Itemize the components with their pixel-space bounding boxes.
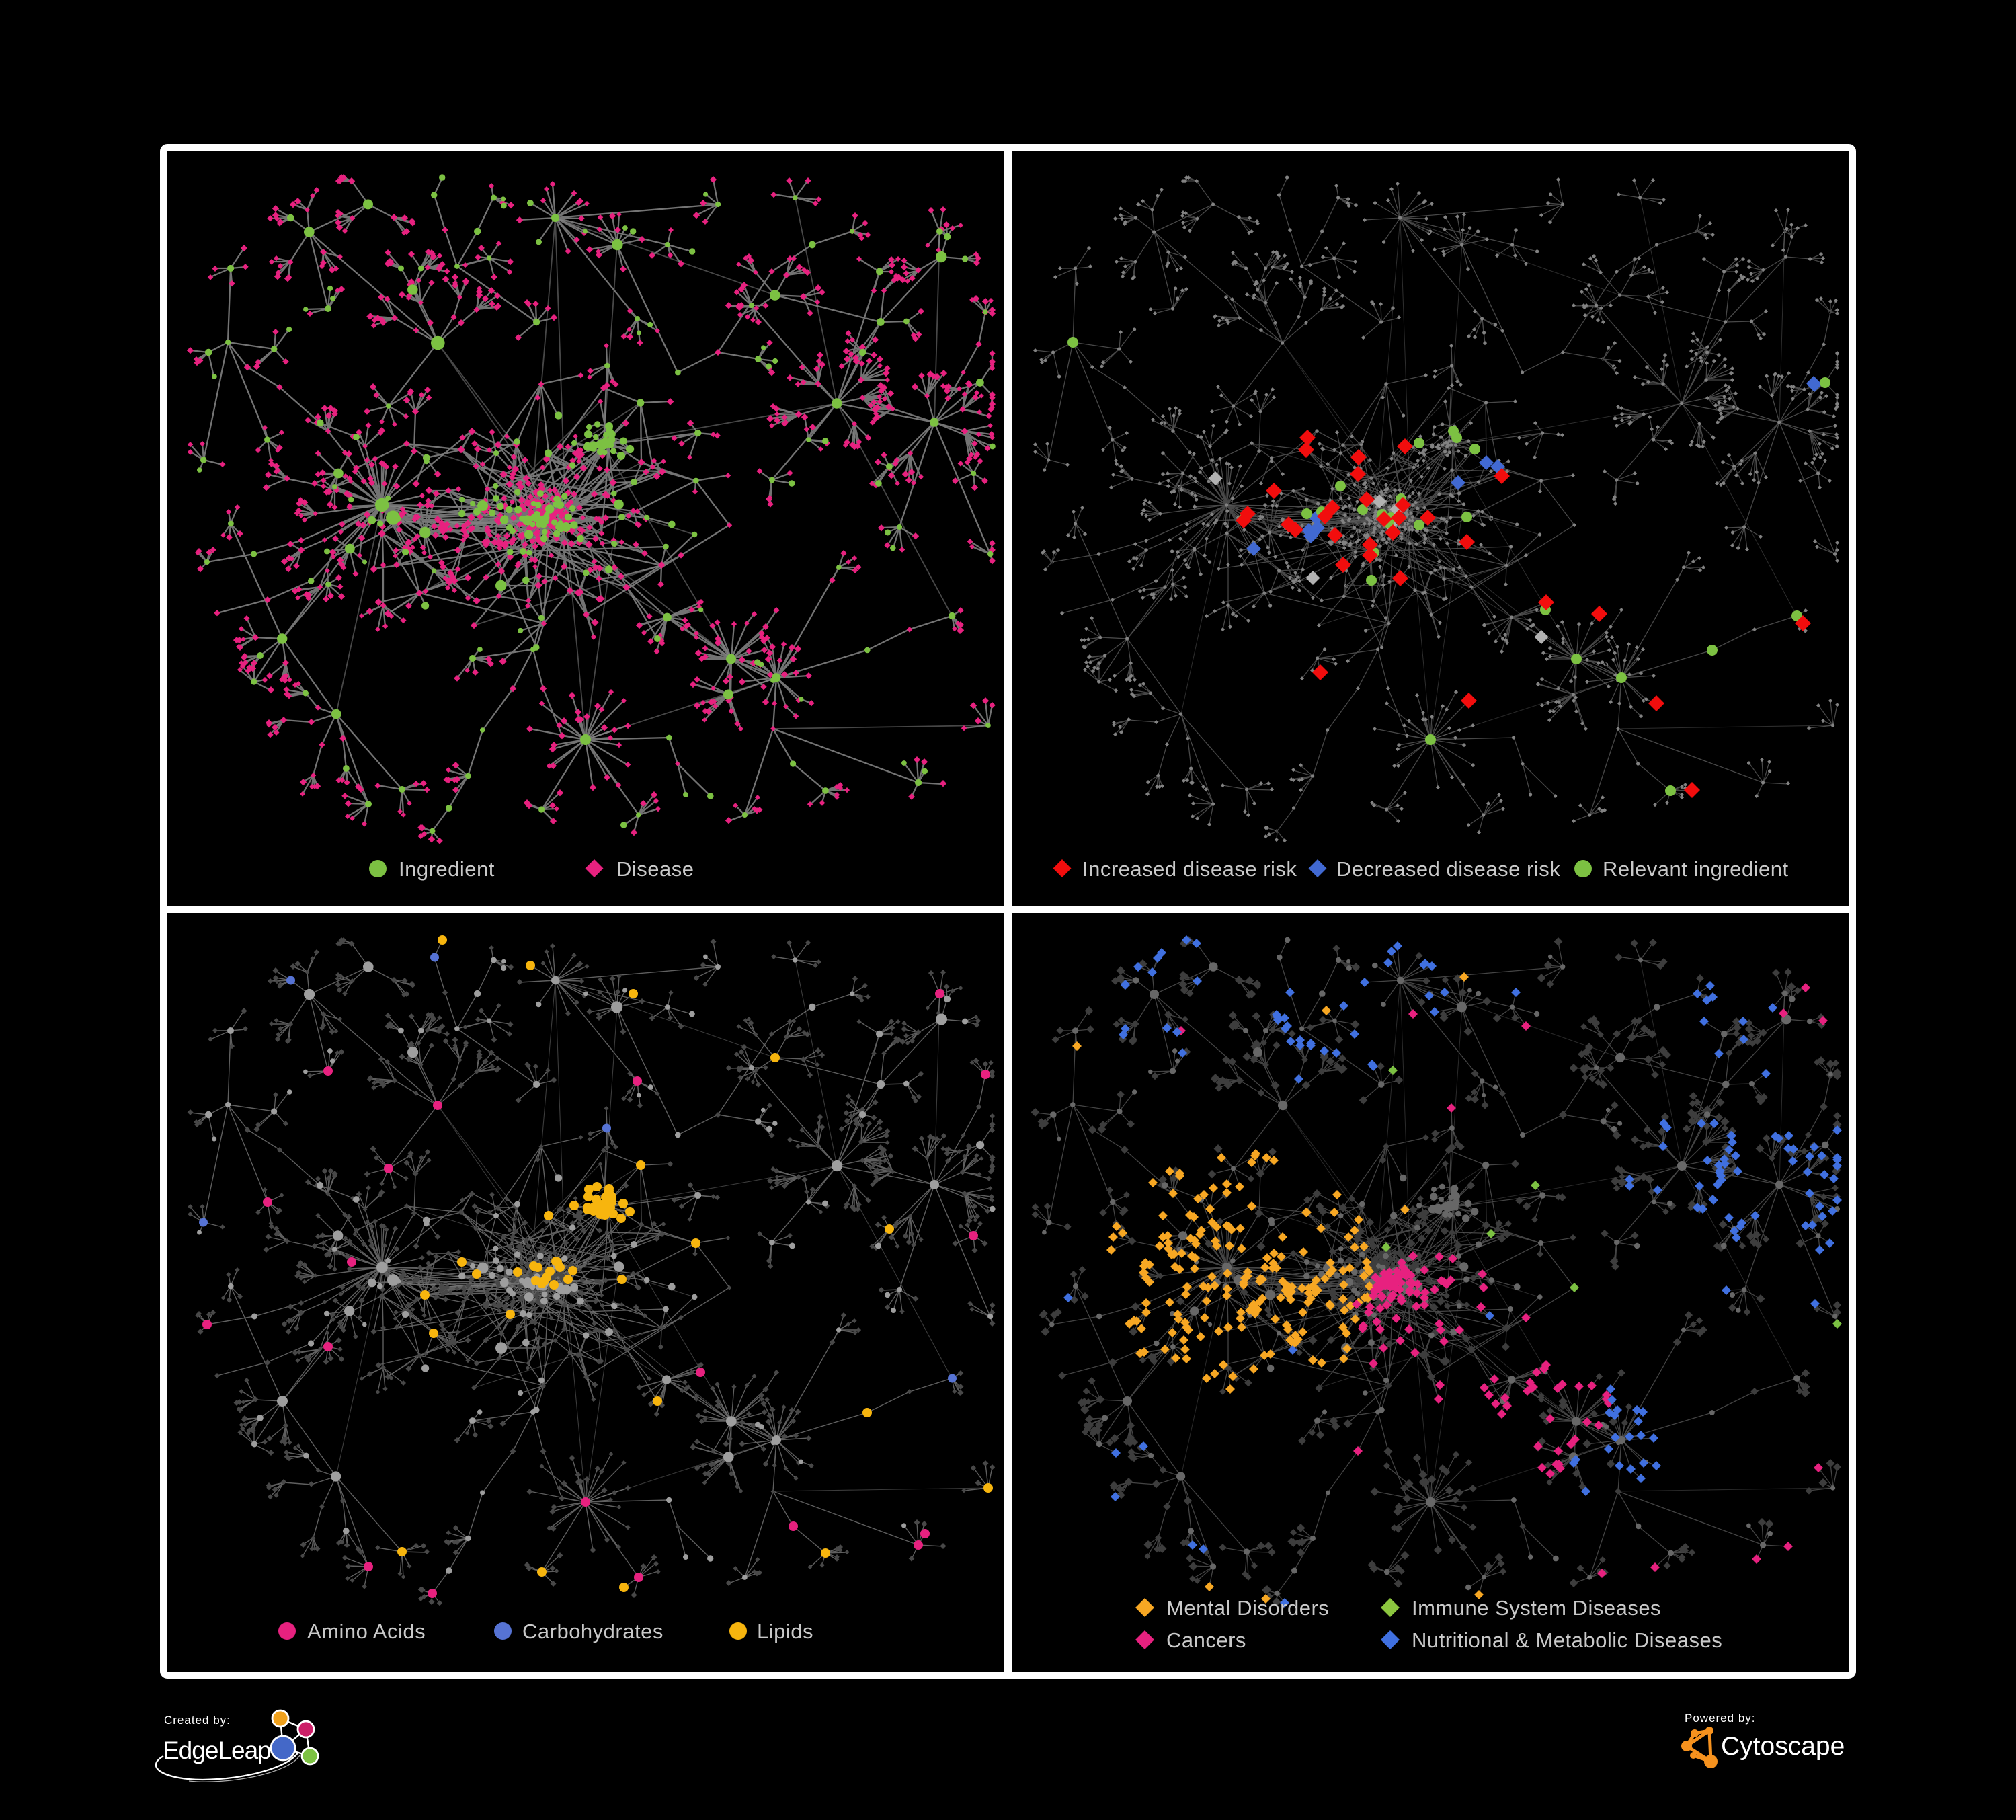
svg-text:Decreased disease risk: Decreased disease risk xyxy=(1336,857,1560,881)
svg-text:Nutritional & Metabolic Diseas: Nutritional & Metabolic Diseases xyxy=(1412,1628,1722,1652)
svg-text:Created by:: Created by: xyxy=(164,1714,231,1727)
svg-text:Cancers: Cancers xyxy=(1166,1628,1246,1652)
svg-text:Lipids: Lipids xyxy=(757,1620,813,1643)
svg-text:EdgeLeap: EdgeLeap xyxy=(163,1737,271,1764)
svg-text:Amino Acids: Amino Acids xyxy=(307,1620,426,1643)
svg-text:Increased disease risk: Increased disease risk xyxy=(1082,857,1297,881)
svg-text:Carbohydrates: Carbohydrates xyxy=(522,1620,663,1643)
svg-text:Powered by:: Powered by: xyxy=(1685,1712,1756,1725)
svg-text:Cytoscape: Cytoscape xyxy=(1721,1732,1845,1761)
svg-text:Relevant ingredient: Relevant ingredient xyxy=(1603,857,1789,881)
svg-text:Mental Disorders: Mental Disorders xyxy=(1166,1596,1329,1620)
svg-text:Disease: Disease xyxy=(616,857,694,881)
svg-text:Immune System Diseases: Immune System Diseases xyxy=(1412,1596,1661,1620)
svg-text:Ingredient: Ingredient xyxy=(399,857,495,881)
